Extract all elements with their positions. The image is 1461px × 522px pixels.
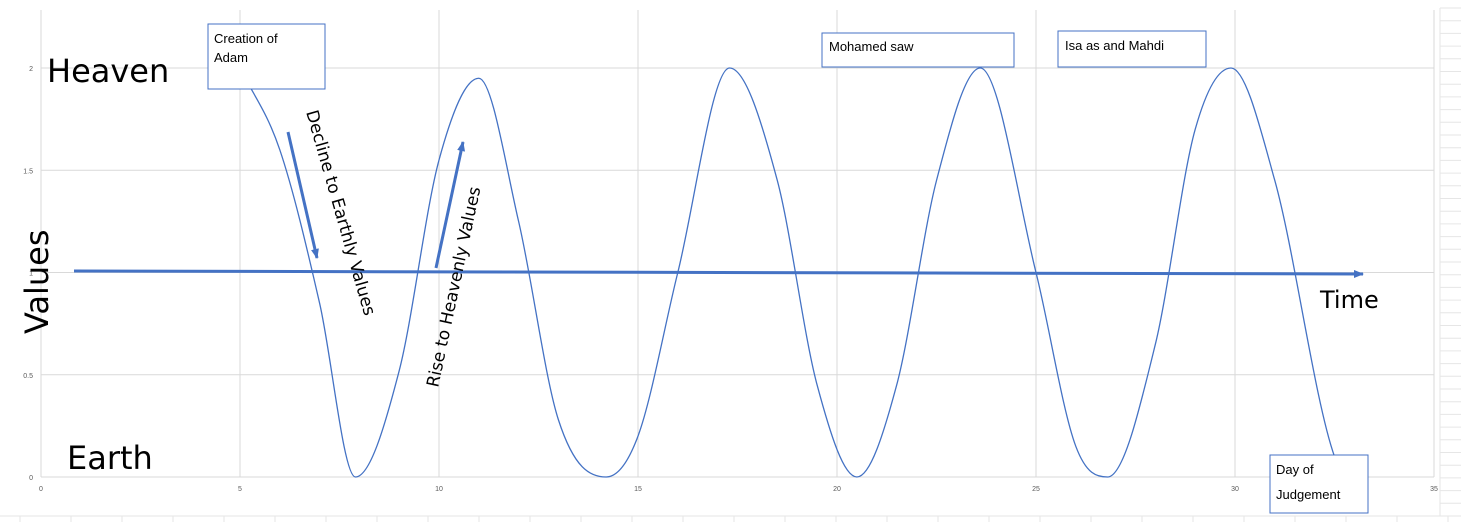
x-axis-title: Time (1319, 286, 1379, 314)
y-tick-label: 0.5 (23, 373, 33, 380)
x-tick-label: 35 (1430, 486, 1438, 493)
creation-box: Creation of Adam (207, 23, 326, 90)
x-tick-label: 15 (634, 486, 642, 493)
x-tick-label: 25 (1032, 486, 1040, 493)
earth-label: Earth (67, 439, 153, 477)
x-tick-label: 10 (435, 486, 443, 493)
x-tick-label: 5 (238, 486, 242, 493)
creation-line-2: Adam (214, 50, 248, 65)
y-tick-label: 1 (29, 271, 33, 278)
decline-arrow (286, 131, 319, 259)
y-axis: 0 0.5 1 1.5 2 (23, 66, 33, 482)
isa-box: Isa as and Mahdi (1057, 30, 1207, 68)
sheet-gridlines (0, 7, 1461, 522)
mohamed-box: Mohamed saw (821, 32, 1015, 68)
isa-text: Isa as and Mahdi (1065, 38, 1164, 53)
rise-arrow (434, 141, 466, 269)
heaven-label: Heaven (47, 52, 169, 90)
x-tick-label: 20 (833, 486, 841, 493)
mohamed-text: Mohamed saw (829, 39, 914, 54)
y-axis-title: Values (18, 229, 56, 334)
time-arrow (73, 269, 1364, 278)
rise-caption: Rise to Heavenly Values (423, 185, 485, 389)
judgement-line-1: Day of (1276, 462, 1314, 477)
y-tick-label: 2 (29, 66, 33, 73)
decline-caption: Decline to Earthly Values (301, 108, 379, 318)
judgement-box: Day of Judgement (1269, 454, 1369, 514)
y-tick-label: 1.5 (23, 168, 33, 175)
creation-line-1: Creation of (214, 31, 278, 46)
x-axis: 0 5 10 15 20 25 30 35 (39, 486, 1438, 493)
x-tick-label: 30 (1231, 486, 1239, 493)
judgement-line-2: Judgement (1276, 487, 1341, 502)
x-tick-label: 0 (39, 486, 43, 493)
y-tick-label: 0 (29, 475, 33, 482)
